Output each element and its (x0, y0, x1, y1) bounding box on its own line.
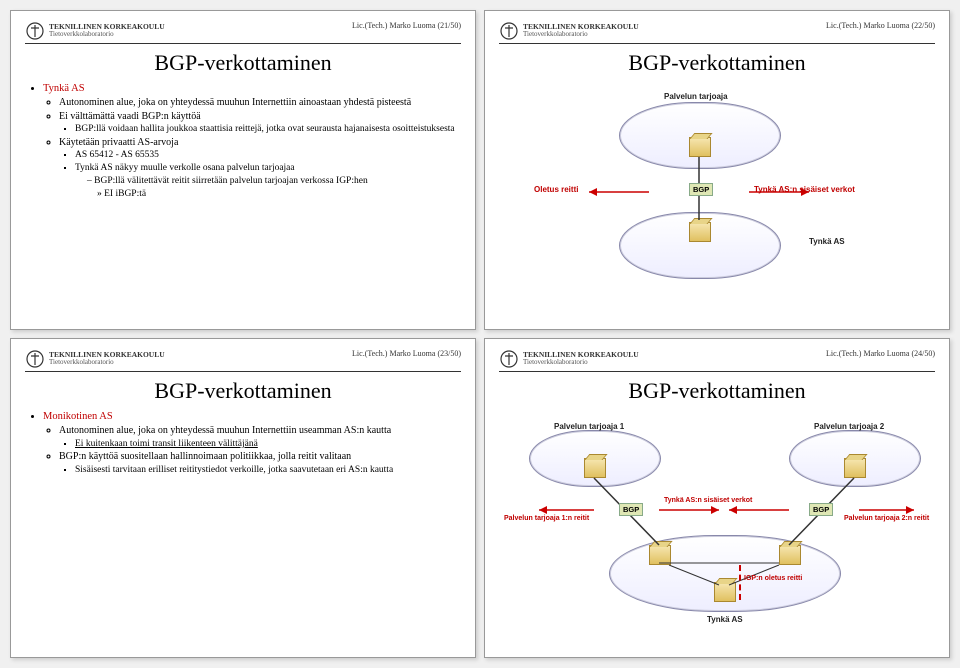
heading-red: Tynkä AS (43, 83, 85, 94)
igp-divider (739, 565, 741, 600)
slide-title: BGP-verkottaminen (499, 50, 935, 76)
slide-header: TEKNILLINEN KORKEAKOULU Tietoverkkolabor… (499, 21, 935, 44)
bullet: Autonominen alue, joka on yhteydessä muu… (59, 96, 461, 110)
bgp-label: BGP (619, 503, 643, 516)
slide-title: BGP-verkottaminen (499, 378, 935, 404)
slide-title: BGP-verkottaminen (25, 50, 461, 76)
label-p2r: Palvelun tarjoaja 2:n reitit (844, 515, 929, 522)
bullet: Autonominen alue, joka on yhteydessä muu… (59, 424, 461, 438)
bullet: Ei kuitenkaan toimi transit liikenteen v… (75, 438, 461, 451)
bullet: BGP:n käyttöä suositellaan hallinnoimaan… (59, 450, 461, 464)
bullet: Ei välttämättä vaadi BGP:n käyttöä (59, 110, 461, 124)
diagram-multihomed: Palvelun tarjoaja 1 Palvelun tarjoaja 2 … (499, 410, 935, 630)
page-label: Lic.(Tech.) Marko Luoma (22/50) (826, 21, 935, 30)
institution-logo-icon (25, 21, 45, 41)
bullet: AS 65412 - AS 65535 (75, 149, 461, 162)
slide-23: TEKNILLINEN KORKEAKOULU Tietoverkkolabor… (10, 338, 476, 658)
bullet: Tynkä AS näkyy muulle verkolle osana pal… (75, 162, 461, 175)
bullet: Sisäisesti tarvitaan erilliset reitityst… (75, 464, 461, 477)
bgp-label: BGP (689, 183, 713, 196)
page-label: Lic.(Tech.) Marko Luoma (23/50) (352, 349, 461, 358)
bullet: BGP:llä voidaan hallita joukkoa staattis… (75, 123, 461, 136)
label-internal: Tynkä AS:n sisäiset verkot (664, 497, 752, 504)
page-label: Lic.(Tech.) Marko Luoma (24/50) (826, 349, 935, 358)
bullet-list: Monikotinen AS Autonominen alue, joka on… (25, 410, 461, 477)
slide-22: TEKNILLINEN KORKEAKOULU Tietoverkkolabor… (484, 10, 950, 330)
bgp-label: BGP (809, 503, 833, 516)
slide-title: BGP-verkottaminen (25, 378, 461, 404)
diagram-stub-as: Palvelun tarjoaja Tynkä AS BGP Oletus re… (499, 82, 935, 302)
label-default-route: Oletus reitti (534, 185, 578, 194)
slide-header: TEKNILLINEN KORKEAKOULU Tietoverkkolabor… (25, 349, 461, 372)
slide-24: TEKNILLINEN KORKEAKOULU Tietoverkkolabor… (484, 338, 950, 658)
institution-sub: Tietoverkkolaboratorio (49, 31, 165, 39)
heading-red: Monikotinen AS (43, 411, 113, 422)
label-p1r: Palvelun tarjoaja 1:n reitit (504, 515, 589, 522)
slide-header: TEKNILLINEN KORKEAKOULU Tietoverkkolabor… (25, 21, 461, 44)
institution-logo-icon (499, 21, 519, 41)
bullet: Käytetään privaatti AS-arvoja (59, 136, 461, 150)
bullet-list: Tynkä AS Autonominen alue, joka on yhtey… (25, 82, 461, 201)
label-internal-nets: Tynkä AS:n sisäiset verkot (754, 185, 855, 194)
bullet: BGP:llä välitettävät reitit siirretään p… (87, 175, 461, 188)
slide-grid: TEKNILLINEN KORKEAKOULU Tietoverkkolabor… (10, 10, 950, 658)
bullet: EI iBGP:tä (97, 188, 461, 201)
slide-21: TEKNILLINEN KORKEAKOULU Tietoverkkolabor… (10, 10, 476, 330)
institution-logo-icon (25, 349, 45, 369)
institution-logo-icon (499, 349, 519, 369)
label-igp: IGP:n oletus reitti (744, 575, 802, 582)
slide-header: TEKNILLINEN KORKEAKOULU Tietoverkkolabor… (499, 349, 935, 372)
page-label: Lic.(Tech.) Marko Luoma (21/50) (352, 21, 461, 30)
